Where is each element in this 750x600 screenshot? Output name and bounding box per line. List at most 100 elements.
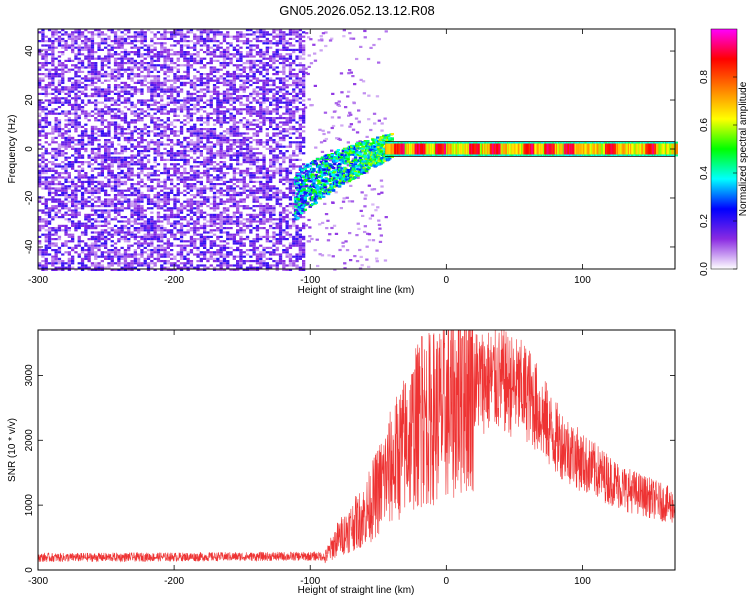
spectrogram-cell — [176, 266, 180, 269]
spectrogram-cell — [186, 92, 190, 95]
spectrogram-cell — [150, 185, 154, 188]
spectrogram-cell — [143, 44, 147, 47]
spectrogram-cell — [176, 238, 180, 241]
spectrogram-cell — [212, 68, 217, 71]
spectrogram-cell — [71, 154, 75, 157]
spectrogram-cell — [166, 194, 170, 197]
spectrogram-cell — [61, 266, 65, 269]
spectrogram-cell — [64, 242, 68, 245]
spectrogram-cell — [239, 35, 243, 38]
spectrogram-cell — [226, 132, 230, 135]
spectrogram-cell — [57, 31, 62, 34]
spectrogram-cell — [196, 165, 200, 168]
spectrogram-cell — [272, 165, 276, 168]
spectrogram-cell — [259, 139, 263, 142]
spectrogram-cell — [173, 216, 177, 219]
spectrogram-cell — [170, 35, 174, 38]
spectrogram-cell — [222, 161, 227, 164]
spectrogram-cell — [127, 123, 131, 126]
spectrogram-cell — [84, 66, 88, 69]
spectrogram-cell — [137, 189, 141, 192]
spectrogram-cell — [166, 174, 170, 177]
spectrogram-cell — [38, 216, 42, 219]
spectrogram-cell — [80, 167, 85, 170]
spectrogram-cell — [97, 48, 101, 51]
spectrogram-cell — [107, 110, 111, 113]
spectrogram-cell — [104, 200, 108, 203]
spectrogram-cell — [166, 112, 170, 115]
spectrogram-cell — [242, 185, 246, 188]
spectrogram-cell — [229, 158, 233, 161]
spectrogram-cell — [203, 101, 207, 104]
spectrogram-cell — [71, 257, 75, 260]
spectrogram-cell — [186, 202, 190, 205]
spectrogram-cell — [212, 33, 217, 36]
spectrogram-cell — [203, 211, 207, 214]
spectrogram-cell — [275, 110, 279, 113]
spectrogram-cell — [74, 128, 78, 131]
spectrogram-cell — [137, 90, 141, 93]
spectrogram-cell — [130, 244, 134, 247]
spectrogram-cell — [199, 244, 203, 247]
spectrogram-cell — [90, 194, 95, 197]
spectrogram-cell — [77, 108, 81, 111]
spectrogram-cell — [176, 99, 180, 102]
spectrogram-cell — [51, 77, 55, 80]
spectrogram-cell — [239, 264, 243, 267]
spectrogram-cell — [90, 92, 95, 95]
spectrogram-cell — [137, 154, 141, 157]
spectrogram-cell — [77, 207, 81, 210]
spectrogram-cell — [113, 68, 118, 71]
spectrogram-cell — [67, 79, 71, 82]
spectrogram-cell — [47, 246, 52, 249]
spectrogram-cell — [107, 257, 111, 260]
spectrogram-cell — [196, 130, 200, 133]
spectrogram-cell — [252, 31, 256, 34]
spectrogram-cell — [67, 185, 71, 188]
spectrogram-cell — [57, 134, 62, 137]
spectrogram-cell — [130, 268, 134, 271]
spectrogram-cell — [262, 187, 266, 190]
spectrogram-cell — [140, 235, 144, 238]
spectrogram-cell — [74, 156, 78, 159]
spectrogram-cell — [140, 264, 144, 267]
spectrogram-cell — [74, 161, 78, 164]
spectrogram-cell — [80, 134, 85, 137]
spectrogram-cell — [113, 253, 118, 256]
spectrogram-cell — [54, 176, 58, 179]
spectrogram-cell — [146, 185, 151, 188]
spectrogram-cell — [259, 251, 263, 254]
spectrogram-cell — [94, 57, 98, 60]
spectrogram-cell — [84, 189, 88, 192]
spectrogram-cell — [120, 128, 124, 131]
spectrogram-cell — [255, 70, 260, 73]
spectrogram-cell — [179, 238, 184, 241]
spectrogram-cell — [130, 216, 134, 219]
spectrogram-cell — [199, 75, 203, 78]
spectrogram-cell — [189, 125, 194, 128]
spectrogram-cell — [104, 99, 108, 102]
spectrogram-cell — [216, 97, 220, 100]
spectrogram-cell — [272, 97, 276, 100]
spectrogram-cell — [127, 51, 131, 54]
spectrogram-cell — [249, 180, 253, 183]
spectrogram-cell — [104, 46, 108, 49]
spectrogram-cell — [41, 119, 45, 122]
spectrogram-cell — [47, 209, 52, 212]
spectrogram-cell — [216, 268, 220, 271]
spectrogram-cell — [67, 77, 71, 80]
spectrogram-cell — [113, 205, 118, 208]
spectrogram-cell — [275, 233, 279, 236]
spectrogram-cell — [232, 238, 236, 241]
spectrogram-cell — [203, 128, 207, 131]
spectrogram-cell — [143, 128, 147, 131]
spectrogram-cell — [64, 180, 68, 183]
spectrogram-cell — [113, 132, 118, 135]
spectrogram-cell — [57, 145, 62, 148]
spectrogram-cell — [123, 112, 128, 115]
spectrogram-cell — [186, 117, 190, 120]
spectrogram-cell — [239, 255, 243, 258]
spectrogram-cell — [269, 235, 273, 238]
spectrogram-cell — [199, 180, 203, 183]
spectrogram-cell — [203, 257, 207, 260]
